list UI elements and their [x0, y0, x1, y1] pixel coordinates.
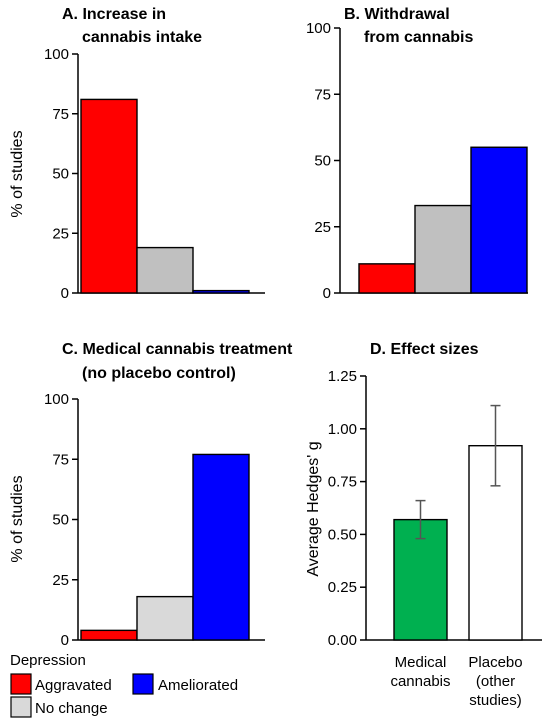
panel-a-title-line-2: cannabis intake: [82, 29, 202, 46]
panel-c-y-tick-label: 0: [61, 632, 69, 649]
panel-b-title-line-2: from cannabis: [364, 29, 473, 46]
panel-c-bar-aggravated: [80, 629, 138, 641]
panel-a-y-tick-label: 25: [52, 225, 69, 242]
panel-b-y-tick-label: 50: [314, 153, 331, 170]
panel-a-y-tick-label: 100: [44, 46, 69, 63]
panel-a-increase-in-cannabis-intake: A. Increase in cannabis intake % of stud…: [9, 6, 265, 302]
panel-d-category-label: Medical cannabis: [390, 654, 450, 690]
panel-a-y-tick-label: 50: [52, 166, 69, 183]
panel-c-bar-ameliorated: [192, 453, 250, 641]
legend-label-aggravated: Aggravated: [35, 677, 112, 694]
panel-d-y-tick-label: 1.00: [328, 421, 357, 438]
panel-b-y-tick-label: 75: [314, 86, 331, 103]
panel-c-title-line-1: C. Medical cannabis treatment: [62, 341, 293, 358]
legend-swatch-ameliorated: [132, 673, 154, 695]
panel-a-bar-ameliorated: [192, 289, 250, 294]
panel-b-y-tick-label: 25: [314, 219, 331, 236]
panel-a-y-tick-label: 75: [52, 106, 69, 123]
panel-c-medical-cannabis-treatment: C. Medical cannabis treatment (no placeb…: [9, 341, 293, 649]
panel-b-withdrawal-from-cannabis: B. Withdrawal from cannabis 0 25 50 75 100: [306, 6, 528, 302]
panel-d-y-tick-label: 0.50: [328, 526, 357, 543]
panel-d-y-tick-label: 0.25: [328, 579, 357, 596]
panel-d-category-label: Placebo (other studies): [468, 654, 522, 709]
panel-b-bar-ameliorated: [470, 146, 528, 294]
panel-c-y-tick-label: 25: [52, 572, 69, 589]
panel-c-y-tick-label: 100: [44, 391, 69, 408]
panel-b-y-tick-label: 0: [323, 285, 331, 302]
legend: Depression Aggravated Ameliorated No cha…: [10, 652, 238, 718]
panel-b-y-tick-label: 100: [306, 20, 331, 37]
panel-d-bar-medical-cannabis: [393, 518, 448, 641]
legend-label-no-change: No change: [35, 700, 108, 717]
panel-c-y-tick-label: 50: [52, 512, 69, 529]
panel-b-bar-aggravated: [358, 263, 416, 294]
panel-c-y-axis-label: % of studies: [9, 475, 26, 562]
panel-d-effect-sizes: D. Effect sizes Average Hedges' g 0.00 0.…: [305, 341, 542, 709]
panel-a-y-tick-label: 0: [61, 285, 69, 302]
panel-b-bar-no-change: [414, 204, 472, 294]
panel-a-y-axis-label: % of studies: [9, 130, 26, 217]
panel-c-y-tick-label: 75: [52, 451, 69, 468]
panel-a-bar-aggravated: [80, 98, 138, 294]
panel-c-bar-no-change: [136, 595, 194, 641]
legend-swatch-no-change: [10, 696, 32, 718]
panel-d-y-axis-label: Average Hedges' g: [305, 441, 322, 576]
panel-d-y-tick-label: 0.75: [328, 474, 357, 491]
panel-c-title-line-2: (no placebo control): [82, 365, 236, 382]
panel-d-y-tick-label: 0.00: [328, 632, 357, 649]
panel-d-y-tick-label: 1.25: [328, 368, 357, 385]
panel-b-title-line-1: B. Withdrawal: [344, 6, 450, 23]
legend-label-ameliorated: Ameliorated: [158, 677, 238, 694]
panel-a-bar-no-change: [136, 246, 194, 294]
legend-title: Depression: [10, 652, 86, 669]
panel-a-title-line-1: A. Increase in: [62, 6, 166, 23]
panel-d-title: D. Effect sizes: [370, 341, 479, 358]
legend-swatch-aggravated: [10, 673, 32, 695]
